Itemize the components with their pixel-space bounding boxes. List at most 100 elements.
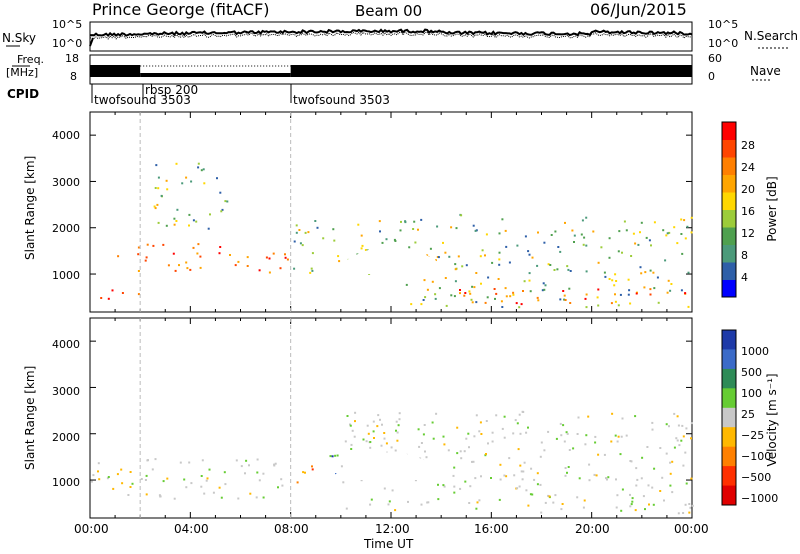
velocity-cell <box>620 435 623 438</box>
power-cbar-tick-12: 12 <box>741 227 755 240</box>
power-cell <box>221 208 224 211</box>
power-cell <box>137 270 140 272</box>
velocity-cell <box>456 452 459 455</box>
velocity-cell <box>437 483 439 486</box>
power-cell <box>550 234 553 236</box>
velocity-cell <box>531 493 534 496</box>
velocity-cell <box>107 476 110 478</box>
velocity-cell <box>383 487 386 490</box>
velocity-cell <box>668 425 670 428</box>
power-cell <box>611 279 614 282</box>
velocity-cell <box>256 458 259 461</box>
power-cell <box>429 247 432 250</box>
velocity-cell <box>587 415 590 418</box>
power-cell <box>585 306 588 309</box>
velocity-cell <box>179 461 182 464</box>
power-cell <box>613 284 616 287</box>
power-cell <box>265 256 268 259</box>
power-cell <box>608 237 611 240</box>
power-cell <box>664 259 667 262</box>
power-cell <box>166 188 169 191</box>
power-cell <box>504 287 507 290</box>
power-cell <box>453 295 456 298</box>
power-cell <box>272 252 275 255</box>
velocity-cell <box>398 412 401 415</box>
velocity-cell <box>663 499 665 502</box>
velocity-cell <box>611 412 614 415</box>
power-cell <box>434 293 437 296</box>
power-cell <box>557 246 560 248</box>
velocity-cell <box>490 477 492 479</box>
power-cell <box>491 261 494 264</box>
nsearch-label: N.Search <box>744 29 799 43</box>
power-cell <box>437 256 440 259</box>
velocity-cell <box>427 501 430 504</box>
power-cell <box>121 292 124 294</box>
power-cell <box>117 255 120 258</box>
velocity-cell <box>468 446 470 449</box>
velocity-heatmap <box>90 410 694 515</box>
velocity-cell <box>311 468 314 471</box>
velocity-cell <box>353 435 356 438</box>
beam-title: Beam 00 <box>355 2 423 20</box>
velocity-cell <box>206 477 209 480</box>
velocity-cell <box>499 478 502 481</box>
power-cell <box>597 304 600 307</box>
velocity-cell <box>154 458 157 461</box>
power-cell <box>178 264 180 267</box>
velocity-cell <box>684 503 687 506</box>
power-cell <box>627 278 630 281</box>
power-colorbar-segment <box>722 209 736 228</box>
power-cell <box>563 298 566 301</box>
nsky-start-rise <box>89 37 94 47</box>
velocity-ytick-4000: 4000 <box>52 338 80 351</box>
velocity-cell <box>491 431 494 434</box>
velocity-cell <box>190 482 193 485</box>
power-cell <box>666 232 669 235</box>
cpid-entry-1: twofsound 3503 <box>94 93 191 107</box>
velocity-cell <box>377 414 380 417</box>
velocity-cell <box>635 467 638 470</box>
velocity-cell <box>396 431 399 434</box>
power-cell <box>516 244 519 247</box>
power-cell <box>564 221 566 224</box>
power-cell <box>298 229 301 231</box>
velocity-cell <box>151 468 154 471</box>
power-cell <box>310 267 313 270</box>
velocity-cbar-tick-1000: 1000 <box>741 345 769 358</box>
velocity-cell <box>383 432 386 434</box>
power-cell <box>687 271 690 274</box>
velocity-cell <box>689 506 692 509</box>
velocity-cell <box>625 434 628 437</box>
velocity-cell <box>354 411 357 414</box>
station-title: Prince George (fitACF) <box>92 0 270 19</box>
power-colorbar-segment <box>722 122 736 140</box>
power-cell <box>442 241 444 244</box>
power-cell <box>155 164 158 167</box>
power-cell <box>144 259 147 262</box>
power-cell <box>107 297 110 300</box>
velocity-cell <box>648 503 650 506</box>
power-cell <box>639 266 642 269</box>
velocity-cell <box>145 493 148 496</box>
power-cell <box>258 269 261 272</box>
velocity-cbar-tick-25: 25 <box>741 408 755 421</box>
velocity-cell <box>585 434 588 437</box>
velocity-cell <box>605 477 607 480</box>
power-cell <box>207 227 210 230</box>
power-cell <box>378 220 381 223</box>
freq-bar <box>90 65 141 77</box>
velocity-cell <box>593 473 596 476</box>
velocity-cell <box>673 446 676 449</box>
velocity-cell <box>566 432 569 435</box>
power-cell <box>596 296 599 299</box>
power-cell <box>668 231 671 234</box>
power-cell <box>188 213 191 216</box>
velocity-cell <box>334 454 337 457</box>
power-cell <box>422 299 425 301</box>
power-cell <box>566 265 569 268</box>
velocity-cell <box>485 420 488 422</box>
power-cell <box>172 252 175 255</box>
power-cell <box>485 233 488 236</box>
